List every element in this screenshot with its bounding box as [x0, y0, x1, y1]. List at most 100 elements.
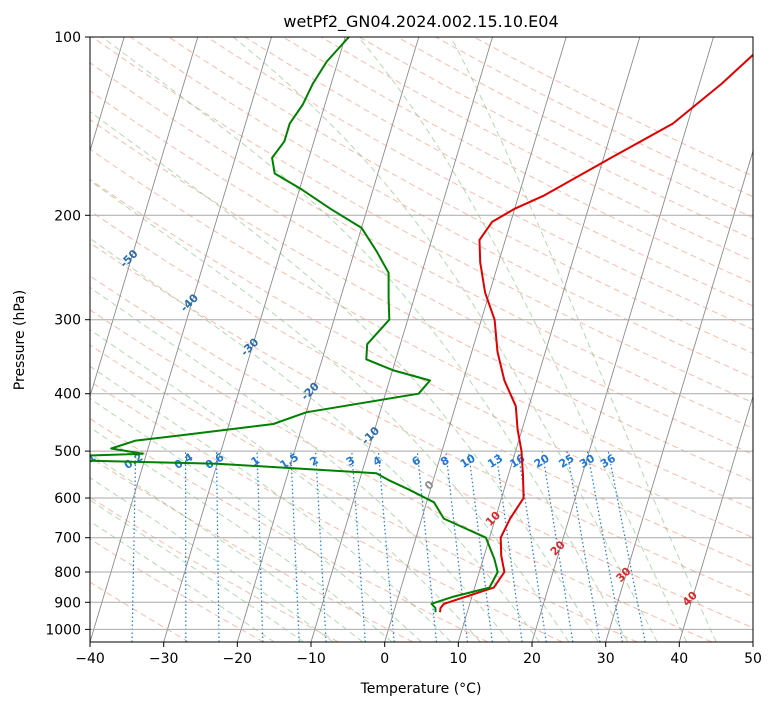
y-tick-label: 800 — [54, 565, 81, 581]
y-tick-label: 600 — [54, 491, 81, 507]
moist-adiabat-line — [90, 286, 511, 642]
x-axis-title: Temperature (°C) — [360, 681, 482, 697]
isotherm-line — [310, 37, 493, 642]
isotherm-label: -20 — [299, 380, 322, 403]
moist-adiabat-line — [90, 179, 570, 642]
x-axis: −40 −30 −20 −10 0 10 20 30 40 50 — [75, 642, 762, 667]
mixing-ratio-line — [541, 451, 574, 642]
isotherm-line — [90, 37, 125, 153]
isotherm-line — [384, 37, 567, 642]
x-tick-label: −40 — [75, 651, 105, 667]
temperature-line — [439, 53, 753, 613]
dry-adiabat-line — [90, 210, 753, 568]
moist-adiabat-line — [101, 37, 629, 642]
isotherm-line — [752, 640, 753, 642]
mixing-ratio-line — [256, 451, 264, 642]
mixing-ratio-label: 2 — [307, 454, 320, 469]
mixing-ratio-line — [586, 450, 623, 642]
mixing-ratio-line — [82, 451, 89, 642]
y-tick-label: 1000 — [45, 622, 81, 638]
mixing-ratio-label: 0.6 — [203, 450, 227, 472]
x-tick-label: 10 — [449, 651, 467, 667]
isotherms — [90, 37, 753, 642]
mixing-ratio-labels: 0.1 0.2 0.4 0.6 1 1.5 2 3 4 6 8 10 13 16 20 25 30 36 — [90, 450, 618, 472]
moist-adiabat-line — [90, 365, 452, 642]
mixing-ratio-line — [495, 451, 523, 642]
mixing-ratio-line — [566, 450, 601, 642]
dry-adiabat-line — [130, 37, 753, 379]
mixing-ratio-label: 36 — [598, 451, 618, 470]
mixing-ratio-line — [467, 451, 493, 642]
x-tick-label: 0 — [380, 651, 389, 667]
y-tick-label: 200 — [54, 208, 81, 224]
isotherm-line — [236, 37, 420, 642]
y-axis: 100 200 300 400 500 600 700 800 900 1000 — [45, 30, 90, 638]
x-tick-label: −10 — [296, 651, 326, 667]
mixing-ratio-label: 30 — [577, 451, 597, 470]
dry-adiabat-line — [90, 119, 753, 483]
isotherm-line — [90, 37, 199, 398]
dry-adiabat-line — [90, 62, 753, 429]
isotherm-label: 40 — [680, 589, 700, 609]
dry-adiabat-line — [244, 37, 753, 307]
isotherm-line — [163, 37, 346, 642]
dry-adiabat-line — [90, 581, 190, 642]
isotherm-line — [678, 394, 753, 642]
moist-adiabat-line — [233, 37, 658, 642]
isotherm-label: -50 — [117, 247, 140, 270]
dry-adiabat-line — [168, 37, 753, 354]
isotherm-label: -10 — [359, 424, 382, 447]
y-tick-label: 400 — [54, 387, 81, 403]
x-tick-label: −30 — [149, 651, 179, 667]
isotherm-line — [605, 149, 753, 642]
dry-adiabat-line — [90, 417, 488, 642]
dry-adiabat-line — [90, 344, 638, 642]
dry-adiabat-line — [90, 380, 563, 642]
dry-adiabat-line — [90, 538, 264, 642]
y-axis-title: Pressure (hPa) — [12, 290, 28, 390]
x-tick-label: −20 — [223, 651, 253, 667]
dry-adiabat-line — [90, 179, 753, 539]
moist-adiabat-line — [358, 37, 688, 642]
chart-title: wetPf2_GN04.2024.002.15.10.E04 — [283, 12, 558, 32]
isotherm-label: 20 — [548, 538, 568, 558]
dry-adiabat-line — [282, 37, 753, 284]
moist-adiabats — [90, 37, 717, 642]
mixing-ratio-line — [131, 451, 137, 642]
dry-adiabat-line — [90, 275, 753, 629]
dry-adiabat-line — [90, 148, 753, 510]
isotherm-label: -70 — [0, 158, 20, 181]
mixing-ratio-line — [290, 451, 300, 642]
dry-adiabat-line — [90, 242, 753, 598]
moist-adiabat-line — [90, 329, 481, 642]
dry-adiabat-line — [90, 309, 712, 642]
profile-series — [90, 37, 753, 613]
mixing-ratio-line — [445, 451, 469, 642]
mixing-ratio-label: 20 — [532, 451, 552, 470]
y-tick-label: 100 — [54, 30, 81, 46]
dry-adiabat-line — [473, 37, 753, 177]
dry-adiabats — [90, 37, 753, 642]
dry-adiabat-line — [90, 90, 753, 456]
isotherm-label: -40 — [178, 291, 201, 314]
mixing-ratio-label: 8 — [438, 454, 451, 469]
moist-adiabat-line — [90, 477, 334, 642]
mixing-ratio-label: 13 — [485, 452, 505, 471]
x-tick-label: 40 — [670, 651, 688, 667]
y-tick-label: 300 — [54, 313, 81, 329]
dewpoint-line — [90, 37, 499, 613]
mixing-ratio-line — [315, 451, 327, 642]
moist-adiabat-line — [450, 37, 717, 642]
plot-frame — [89, 36, 754, 643]
dry-adiabat-line — [91, 37, 753, 404]
y-tick-label: 700 — [54, 531, 81, 547]
y-tick-label: 900 — [54, 595, 81, 611]
moist-adiabat-line — [90, 499, 304, 642]
isotherm-line — [90, 37, 272, 642]
mixing-ratio-label: 4 — [371, 454, 385, 469]
isotherm-label: 0 — [422, 478, 437, 493]
x-tick-label: 50 — [744, 651, 762, 667]
isotherm-line — [457, 37, 641, 642]
